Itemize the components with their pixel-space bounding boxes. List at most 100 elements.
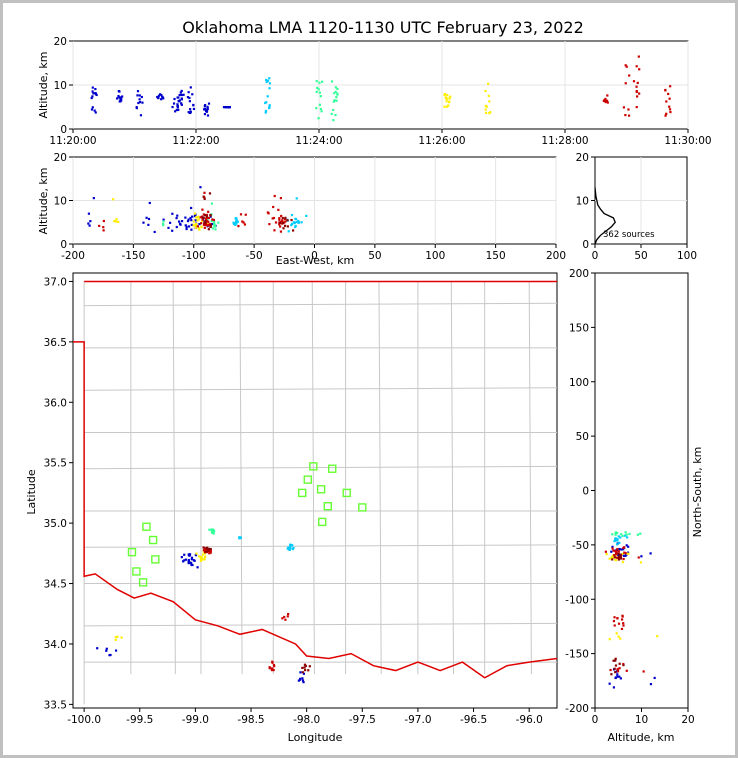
time-altitude-point	[332, 108, 335, 112]
ew-altitude-point	[235, 219, 238, 222]
ew-altitude-point	[193, 212, 197, 215]
time-altitude-point	[315, 106, 318, 110]
time-altitude-point	[635, 65, 638, 68]
time-altitude-point	[264, 111, 267, 114]
ns-altitude-point	[611, 545, 614, 549]
ns-altitude-point	[616, 543, 619, 546]
time-altitude-point	[223, 106, 226, 109]
plan-view-point	[283, 615, 286, 619]
ew-altitude-point	[284, 220, 287, 223]
time-altitude-point	[484, 108, 487, 111]
time-altitude-point	[121, 95, 124, 98]
time-altitude-point	[118, 90, 121, 93]
time-altitude-point	[266, 95, 269, 98]
plan-view-point	[114, 638, 117, 642]
ns-altitude-point	[620, 627, 624, 631]
ew-altitude-point	[199, 186, 202, 189]
ns-altitude-point	[620, 533, 623, 536]
lma-station-marker	[358, 503, 367, 512]
plan-view-point	[114, 636, 117, 639]
ns-altitude-point	[625, 552, 629, 555]
ew-altitude-point	[162, 218, 165, 221]
ew-altitude-point	[210, 202, 213, 205]
county-boundaries	[83, 281, 558, 705]
time-altitude-point	[191, 93, 194, 96]
ns-altitude-ytick-label: -100	[565, 594, 589, 606]
ew-altitude-point	[281, 219, 284, 223]
ew-altitude-point	[294, 224, 297, 228]
ns-altitude-point	[618, 675, 621, 678]
ew-altitude-point	[87, 212, 91, 215]
ew-altitude-point	[189, 216, 192, 220]
ns-altitude-point	[610, 556, 613, 559]
ew-altitude-point	[201, 218, 204, 221]
ew-altitude-point	[200, 222, 203, 225]
plan-view-point	[272, 668, 275, 672]
ns-altitude-point	[639, 561, 643, 564]
ns-altitude-point	[614, 531, 617, 534]
ew-altitude-point	[305, 214, 308, 218]
ew-altitude-point	[232, 222, 236, 226]
ew-altitude-point	[184, 216, 187, 219]
ns-altitude-point	[622, 622, 625, 625]
ns-altitude-point	[611, 554, 614, 557]
ew-altitude-point	[204, 223, 208, 227]
time-altitude-ytick-label: 20	[54, 36, 67, 48]
histogram-xtick-label: 0	[592, 250, 599, 262]
histogram-yticks: 0 10 20	[576, 152, 595, 251]
ns-altitude-ytick-label: 0	[582, 486, 589, 498]
ns-altitude-point	[614, 550, 617, 553]
ew-altitude-point	[98, 224, 101, 228]
ew-altitude-xtick-label: 50	[368, 250, 381, 262]
time-altitude-point	[317, 88, 320, 91]
ew-altitude-point	[201, 208, 204, 211]
ns-altitude-point	[624, 531, 627, 534]
ew-altitude-point	[193, 223, 196, 227]
ew-altitude-xtick-label: -150	[121, 250, 145, 262]
time-altitude-point	[636, 95, 639, 98]
ns-altitude-point	[614, 676, 618, 679]
plan-view-point	[191, 563, 194, 567]
plan-view-point	[202, 550, 205, 553]
ew-altitude-point	[199, 216, 202, 219]
ns-altitude-point	[656, 635, 659, 638]
ns-altitude-point	[608, 682, 611, 685]
plan-view-point	[196, 566, 199, 569]
plan-view-point	[286, 615, 289, 618]
time-altitude-point	[205, 109, 209, 112]
ns-altitude-point	[613, 616, 616, 619]
ew-altitude-xtick-label: 150	[486, 250, 506, 262]
county-line	[84, 387, 558, 391]
plan-view-point	[189, 561, 192, 564]
ew-altitude-point	[242, 221, 245, 224]
time-altitude-point	[668, 97, 671, 100]
ns-altitude-point	[617, 552, 620, 555]
ew-altitude-xtick-label: 0	[311, 250, 318, 262]
ew-altitude-point	[190, 228, 193, 231]
ns-altitude-point	[617, 535, 620, 538]
ew-altitude-point	[201, 220, 204, 223]
plan-view-point	[194, 553, 197, 556]
time-altitude-ytick-label: 0	[60, 124, 67, 136]
plan-view-point	[190, 558, 193, 561]
time-altitude-point	[448, 97, 451, 100]
ew-altitude-point	[197, 218, 200, 221]
ns-altitude-point	[616, 675, 619, 678]
time-altitude-point	[319, 95, 322, 98]
ew-altitude-point	[202, 195, 205, 198]
ew-altitude-point	[175, 225, 178, 229]
ns-altitude-point	[616, 531, 619, 535]
time-altitude-point	[321, 80, 324, 83]
ns-altitude-point	[618, 662, 621, 665]
plan-view-xtick-label: -98.5	[237, 714, 264, 726]
ew-altitude-point	[207, 216, 210, 220]
lma-station-marker	[323, 502, 332, 511]
plan-view-xtick-label: -97.5	[349, 714, 376, 726]
plan-view-point	[208, 552, 211, 555]
plan-view-point	[304, 664, 307, 668]
ns-altitude-point	[618, 541, 621, 544]
time-xtick-label: 11:30:00	[664, 135, 711, 147]
plan-view-point	[184, 558, 188, 561]
plan-view-point	[114, 649, 118, 652]
time-altitude-point	[448, 100, 451, 103]
